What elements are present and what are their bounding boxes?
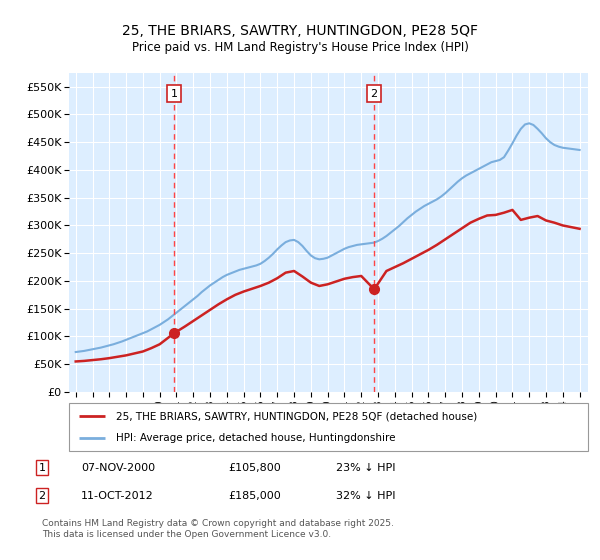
Text: Contains HM Land Registry data © Crown copyright and database right 2025.
This d: Contains HM Land Registry data © Crown c… [42,520,394,539]
Text: 32% ↓ HPI: 32% ↓ HPI [336,491,395,501]
Text: £105,800: £105,800 [228,463,281,473]
Text: 25, THE BRIARS, SAWTRY, HUNTINGDON, PE28 5QF (detached house): 25, THE BRIARS, SAWTRY, HUNTINGDON, PE28… [116,411,477,421]
Text: Price paid vs. HM Land Registry's House Price Index (HPI): Price paid vs. HM Land Registry's House … [131,41,469,54]
Text: 1: 1 [170,88,178,99]
Text: HPI: Average price, detached house, Huntingdonshire: HPI: Average price, detached house, Hunt… [116,433,395,443]
Text: 25, THE BRIARS, SAWTRY, HUNTINGDON, PE28 5QF: 25, THE BRIARS, SAWTRY, HUNTINGDON, PE28… [122,24,478,38]
FancyBboxPatch shape [69,403,588,451]
Text: 23% ↓ HPI: 23% ↓ HPI [336,463,395,473]
Text: 11-OCT-2012: 11-OCT-2012 [81,491,154,501]
Text: 07-NOV-2000: 07-NOV-2000 [81,463,155,473]
Text: £185,000: £185,000 [228,491,281,501]
Text: 2: 2 [371,88,378,99]
Text: 1: 1 [38,463,46,473]
Text: 2: 2 [38,491,46,501]
